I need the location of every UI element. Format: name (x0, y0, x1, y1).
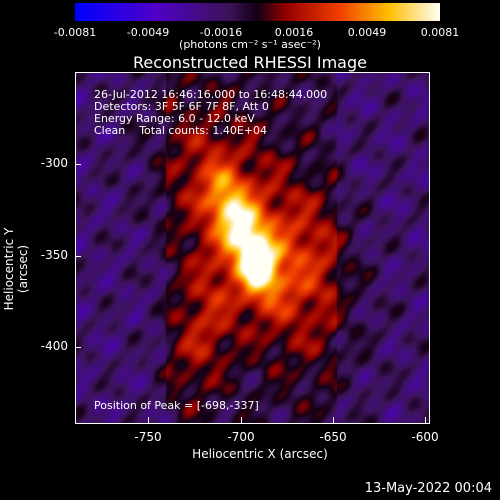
y-tick-label: -300 (40, 156, 68, 170)
annotation-time: 26-Jul-2012 16:46:16.000 to 16:48:44.000 (94, 88, 328, 101)
colorbar (75, 3, 440, 21)
x-tick-label: -750 (134, 430, 162, 444)
colorbar-gradient (75, 3, 440, 21)
colorbar-tick: 0.0049 (347, 26, 387, 39)
annotation-detectors: Detectors: 3F 5F 6F 7F 8F, Att 0 (94, 100, 269, 113)
x-axis-label: Heliocentric X (arcsec) (192, 447, 328, 461)
timestamp-footer: 13-May-2022 00:04 (364, 481, 492, 496)
y-tickmark (75, 256, 81, 257)
annotation-energy: Energy Range: 6.0 - 12.0 keV (94, 112, 255, 125)
y-tickmark (75, 347, 81, 348)
x-tick-label: -600 (411, 430, 439, 444)
annotation-method: Clean Total counts: 1.40E+04 (94, 124, 268, 137)
y-axis-label: Heliocentric Y (arcsec) (2, 227, 30, 311)
colorbar-tick: 0.0016 (274, 26, 314, 39)
image-plot: 26-Jul-2012 16:46:16.000 to 16:48:44.000… (75, 72, 430, 424)
plot-title: Reconstructed RHESSI Image (133, 53, 367, 72)
x-tick-label: -650 (319, 430, 347, 444)
y-tick-label: -400 (40, 339, 68, 353)
x-tick-label: -700 (227, 430, 255, 444)
xray-image (76, 73, 429, 423)
y-tickmark (75, 164, 81, 165)
x-tickmark (333, 417, 334, 423)
colorbar-tick: -0.0049 (126, 26, 170, 39)
colorbar-tick: -0.0016 (199, 26, 243, 39)
colorbar-tick: -0.0081 (53, 26, 97, 39)
x-tickmark (241, 417, 242, 423)
colorbar-units: (photons cm⁻² s⁻¹ asec⁻²) (179, 38, 321, 51)
colorbar-tick: 0.0081 (420, 26, 460, 39)
x-tickmark (148, 417, 149, 423)
x-tickmark (425, 417, 426, 423)
y-tick-label: -350 (40, 248, 68, 262)
annotation-peak: Position of Peak = [-698,-337] (94, 399, 259, 412)
